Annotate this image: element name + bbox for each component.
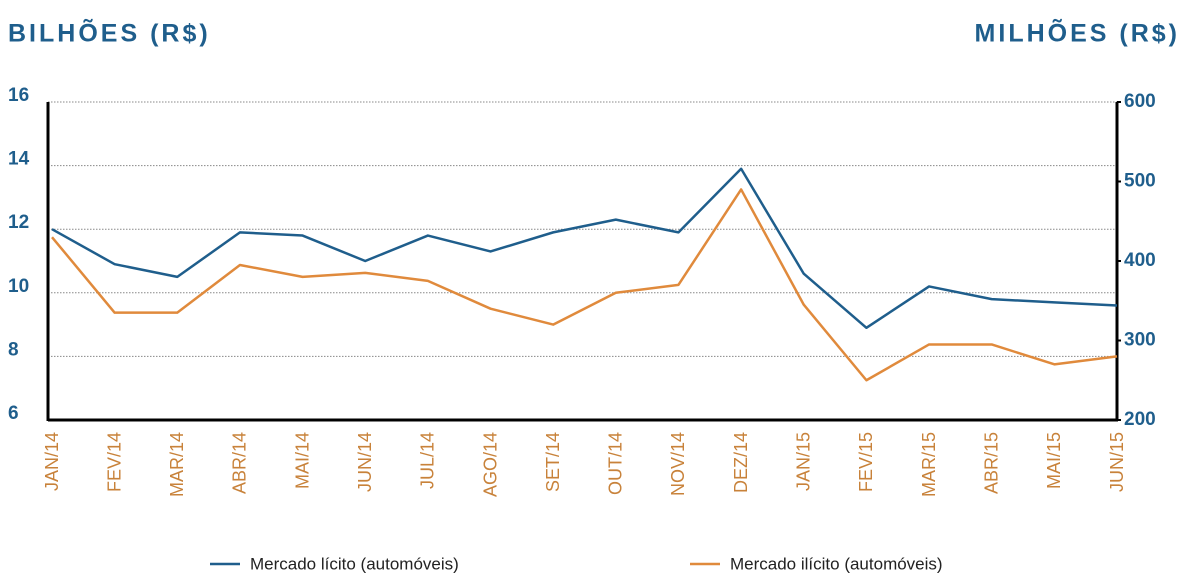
x-tick-label: ABR/14	[230, 432, 250, 494]
x-tick-label: ABR/15	[981, 432, 1001, 494]
y-axis-title: BILHÕES (R$)	[8, 18, 211, 48]
legend-label: Mercado ilícito (automóveis)	[730, 554, 943, 573]
x-tick-label: FEV/14	[104, 432, 124, 492]
y2-tick-label: 500	[1124, 171, 1156, 192]
y2-tick-label: 400	[1124, 250, 1156, 271]
y-tick-label: 14	[8, 149, 30, 170]
x-tick-label: JAN/14	[42, 432, 62, 491]
x-tick-label: JAN/15	[794, 432, 814, 491]
y-tick-label: 10	[8, 276, 29, 297]
y2-tick-label: 600	[1124, 91, 1156, 112]
y2-tick-label: 200	[1124, 409, 1156, 430]
y-tick-label: 6	[8, 403, 19, 424]
legend-label: Mercado lícito (automóveis)	[250, 554, 459, 573]
x-tick-label: MAI/15	[1044, 432, 1064, 489]
y2-axis-title: MILHÕES (R$)	[975, 18, 1180, 48]
x-tick-label: JUN/14	[355, 432, 375, 492]
x-tick-label: OUT/14	[606, 432, 626, 495]
x-tick-label: SET/14	[543, 432, 563, 492]
y-tick-label: 12	[8, 212, 29, 233]
y-tick-label: 8	[8, 339, 19, 360]
series-line	[51, 167, 1118, 330]
series-line	[51, 188, 1118, 382]
x-tick-label: FEV/15	[856, 432, 876, 492]
x-tick-label: MAI/14	[292, 432, 312, 489]
x-tick-label: MAR/14	[167, 432, 187, 497]
x-tick-label: JUL/14	[418, 432, 438, 489]
x-tick-label: DEZ/14	[731, 432, 751, 493]
y-tick-label: 16	[8, 85, 29, 106]
y2-tick-label: 300	[1124, 330, 1156, 351]
x-tick-label: NOV/14	[668, 432, 688, 496]
x-tick-label: MAR/15	[919, 432, 939, 497]
x-tick-label: JUN/15	[1107, 432, 1127, 492]
x-tick-label: AGO/14	[480, 432, 500, 497]
